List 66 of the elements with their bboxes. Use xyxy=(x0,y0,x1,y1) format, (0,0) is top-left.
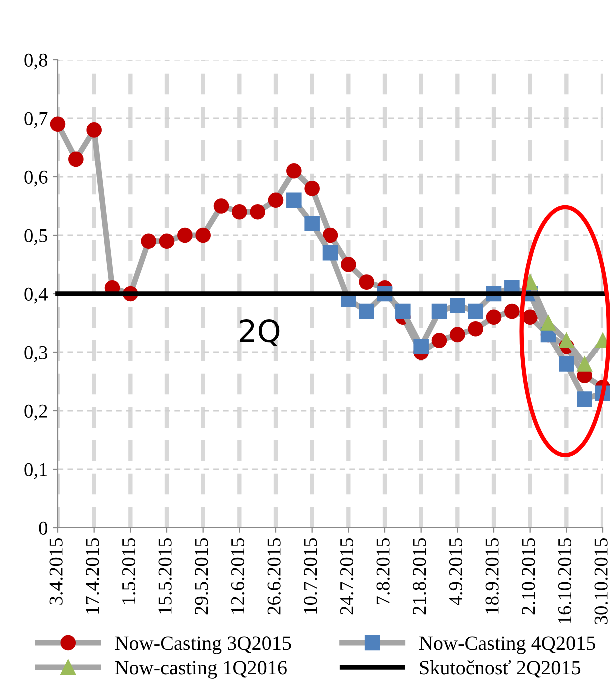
legend-label: Skutočnosť 2Q2015 xyxy=(420,660,581,678)
y-tick-label: 0,5 xyxy=(24,229,48,246)
point xyxy=(322,245,338,261)
x-tick-label: 30.10.2015 xyxy=(594,538,608,624)
point xyxy=(304,181,320,196)
y-tick-label: 0,6 xyxy=(24,170,48,187)
point xyxy=(450,298,466,314)
point xyxy=(178,228,193,244)
legend-label: Now-casting 1Q2016 xyxy=(115,661,287,679)
x-tick-label: 3.4.2015 xyxy=(50,538,63,605)
point xyxy=(396,304,411,320)
y-tick-label: 0,2 xyxy=(24,404,48,421)
x-tick-label: 24.7.2015 xyxy=(340,538,354,615)
point xyxy=(141,234,156,249)
y-tick-label: 0,7 xyxy=(24,112,48,128)
y-tick-label: 0,4 xyxy=(24,288,48,304)
point xyxy=(214,198,230,214)
point xyxy=(286,164,302,179)
point xyxy=(359,274,374,290)
point xyxy=(577,392,592,407)
x-tick-label: 12.6.2015 xyxy=(231,538,245,614)
x-tick-label: 26.6.2015 xyxy=(268,538,281,615)
y-tick-label: 0,3 xyxy=(24,346,48,362)
y-tick-label: 0 xyxy=(39,522,48,535)
point xyxy=(196,228,211,244)
point xyxy=(286,192,302,208)
x-tick-label: 2.10.2015 xyxy=(522,538,536,615)
point xyxy=(468,304,484,320)
point xyxy=(577,356,592,372)
annotation: 2Q xyxy=(240,320,280,346)
point xyxy=(468,321,484,337)
point xyxy=(86,122,102,138)
point xyxy=(50,116,66,132)
point xyxy=(540,316,556,331)
point xyxy=(268,192,284,208)
x-tick-label: 7.8.2015 xyxy=(376,538,390,604)
point xyxy=(250,204,266,220)
legend-label: Now-Casting 4Q2015 xyxy=(419,636,596,654)
point xyxy=(432,333,448,348)
point xyxy=(504,304,520,320)
point xyxy=(486,310,502,326)
point xyxy=(159,234,175,249)
point xyxy=(68,152,84,168)
point xyxy=(322,228,338,244)
point xyxy=(450,327,466,343)
legend-label: Now-Casting 3Q2015 xyxy=(115,636,292,654)
x-tick-label: 29.5.2015 xyxy=(195,538,208,615)
x-tick-label: 1.5.2015 xyxy=(122,538,136,604)
x-tick-label: 21.8.2015 xyxy=(413,538,426,615)
x-tick-label: 18.9.2015 xyxy=(486,538,499,614)
point xyxy=(559,333,574,348)
y-tick-label: 0,1 xyxy=(24,463,48,480)
point xyxy=(522,310,538,326)
y-tick-label: 0,8 xyxy=(24,54,48,70)
point xyxy=(559,356,574,372)
x-tick-label: 16.10.2015 xyxy=(558,538,572,624)
x-tick-label: 17.4.2015 xyxy=(86,538,100,614)
x-tick-label: 10.7.2015 xyxy=(304,538,318,614)
point xyxy=(414,339,429,354)
x-tick-label: 15.5.2015 xyxy=(158,538,172,614)
point xyxy=(341,257,356,272)
x-tick-label: 4.9.2015 xyxy=(449,538,463,606)
point xyxy=(232,204,248,220)
point xyxy=(359,304,374,320)
point xyxy=(304,216,320,232)
point xyxy=(432,304,448,320)
